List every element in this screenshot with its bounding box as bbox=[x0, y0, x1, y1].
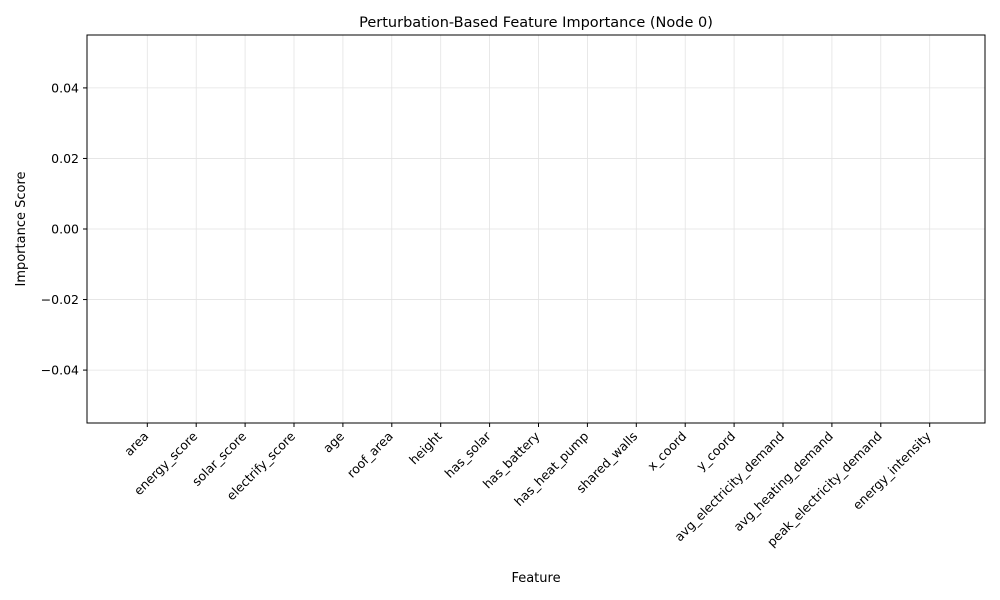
y-tick-label: 0.00 bbox=[51, 222, 79, 237]
x-tick-label: roof_area bbox=[344, 429, 396, 481]
x-axis: areaenergy_scoresolar_scoreelectrify_sco… bbox=[121, 423, 934, 550]
chart-title: Perturbation-Based Feature Importance (N… bbox=[359, 15, 713, 31]
y-tick-label: 0.02 bbox=[51, 151, 79, 166]
y-tick-label: −0.04 bbox=[41, 363, 79, 378]
grid-lines bbox=[87, 35, 985, 423]
y-tick-label: −0.02 bbox=[41, 292, 79, 307]
x-tick-label: area bbox=[121, 429, 151, 459]
x-tick-label: x_coord bbox=[644, 429, 689, 474]
x-tick-label: y_coord bbox=[693, 429, 738, 474]
x-axis-label: Feature bbox=[511, 571, 560, 586]
x-tick-label: age bbox=[320, 428, 347, 455]
y-axis-label: Importance Score bbox=[14, 171, 29, 286]
x-tick-label: height bbox=[406, 428, 445, 467]
y-axis: −0.04 −0.02 0.00 0.02 0.04 bbox=[41, 80, 87, 378]
y-tick-label: 0.04 bbox=[51, 80, 79, 95]
